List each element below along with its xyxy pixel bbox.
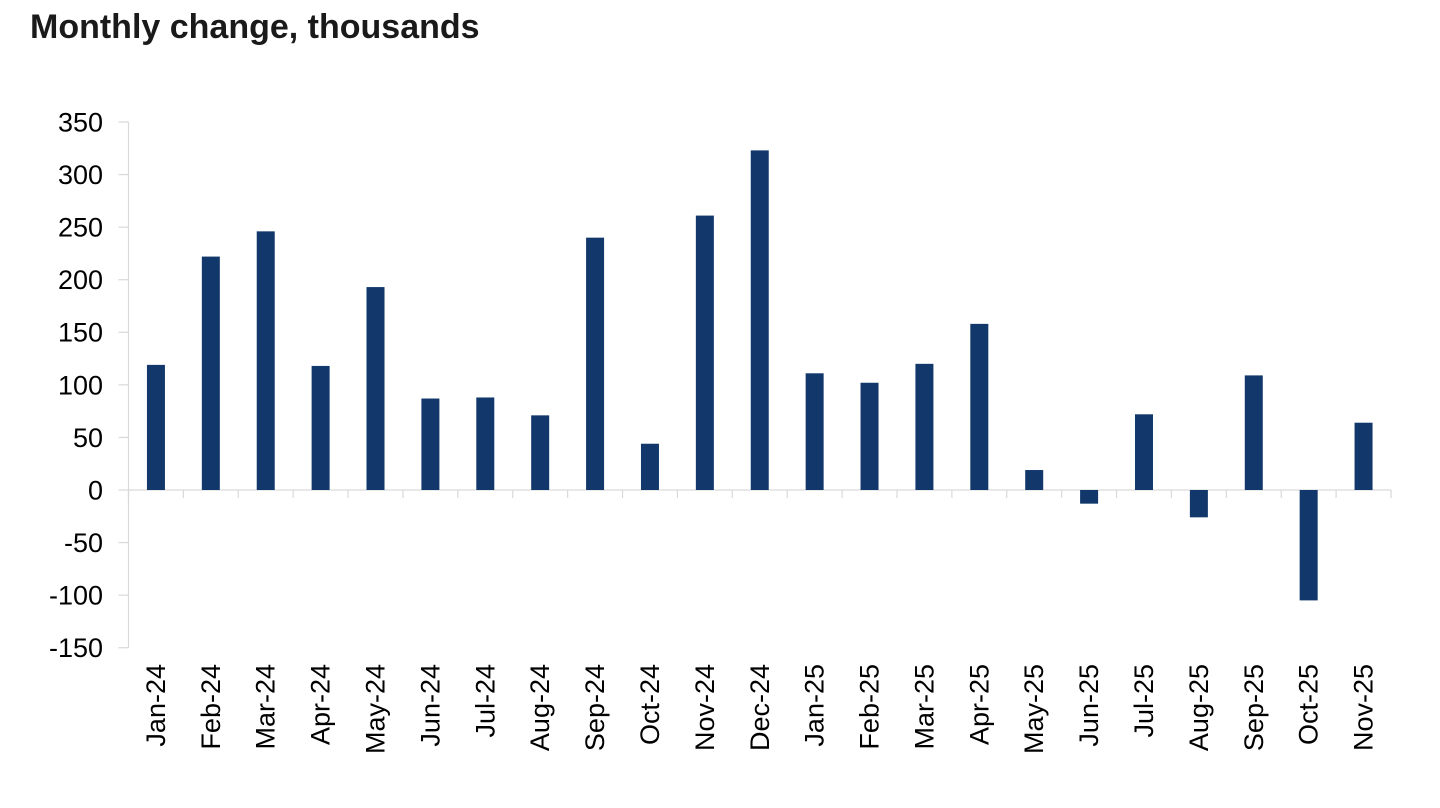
x-axis-label: Jan-24 [141,664,171,747]
y-axis-tick-label: 350 [58,107,103,137]
y-axis-tick-label: 250 [58,213,103,243]
bar-Jun-25 [1080,490,1099,504]
bar-Aug-24 [531,415,550,490]
x-axis-label: Sep-24 [580,664,610,751]
bar-Dec-24 [750,150,769,491]
y-axis-tick-label: 50 [73,423,103,453]
y-axis-tick-label: 0 [88,475,103,505]
x-axis-label: Apr-25 [964,664,994,745]
x-axis-label: Oct-25 [1294,664,1324,745]
x-axis-label: Aug-25 [1184,664,1214,751]
chart-title: Monthly change, thousands [30,8,480,46]
bar-Feb-24 [201,256,220,490]
y-axis-tick-label: 100 [58,370,103,400]
bar-Oct-24 [640,443,659,490]
bar-Nov-25 [1354,422,1373,490]
bar-Jul-25 [1134,414,1153,490]
bar-Jan-24 [146,364,165,490]
bar-Nov-24 [695,215,714,490]
x-axis-label: Aug-24 [525,664,555,751]
y-axis-tick-label: 200 [58,265,103,295]
y-axis-tick-label: -100 [49,581,103,611]
bar-May-24 [366,287,385,490]
x-axis-label: Dec-24 [745,664,775,751]
bar-Sep-25 [1244,375,1263,490]
x-axis-label: Feb-25 [855,664,885,750]
bar-Apr-24 [311,365,330,490]
bar-Jul-24 [476,397,495,490]
x-axis-label: Apr-24 [306,664,336,745]
x-axis-label: Jun-25 [1074,664,1104,747]
y-axis-tick-label: 150 [58,318,103,348]
bar-May-25 [1025,470,1044,490]
x-axis-label: Jul-25 [1129,664,1159,738]
y-axis-tick-label: 300 [58,160,103,190]
bar-Mar-25 [915,363,934,490]
bar-Aug-25 [1189,490,1208,518]
bar-Jan-25 [805,373,824,490]
y-axis-tick-label: -50 [64,528,103,558]
x-axis-label: Jan-25 [800,664,830,747]
x-axis-label: May-24 [361,664,391,754]
bar-Feb-25 [860,382,879,490]
x-axis-label: Sep-25 [1239,664,1269,751]
bar-Jun-24 [421,398,440,490]
x-axis-label: Jun-24 [415,664,445,747]
bar-Sep-24 [586,237,605,490]
x-axis-label: Nov-25 [1349,664,1379,751]
x-axis-label: Jul-24 [470,664,500,738]
y-axis-tick-label: -150 [49,633,103,663]
x-axis-label: May-25 [1019,664,1049,754]
bar-Apr-25 [970,323,989,490]
x-axis-label: Feb-24 [196,664,226,750]
x-axis-label: Nov-24 [690,664,720,751]
bar-Mar-24 [256,231,275,490]
x-axis-label: Mar-25 [909,664,939,750]
x-axis-label: Oct-24 [635,664,665,745]
x-axis-label: Mar-24 [251,664,281,750]
bar-Oct-25 [1299,490,1318,601]
